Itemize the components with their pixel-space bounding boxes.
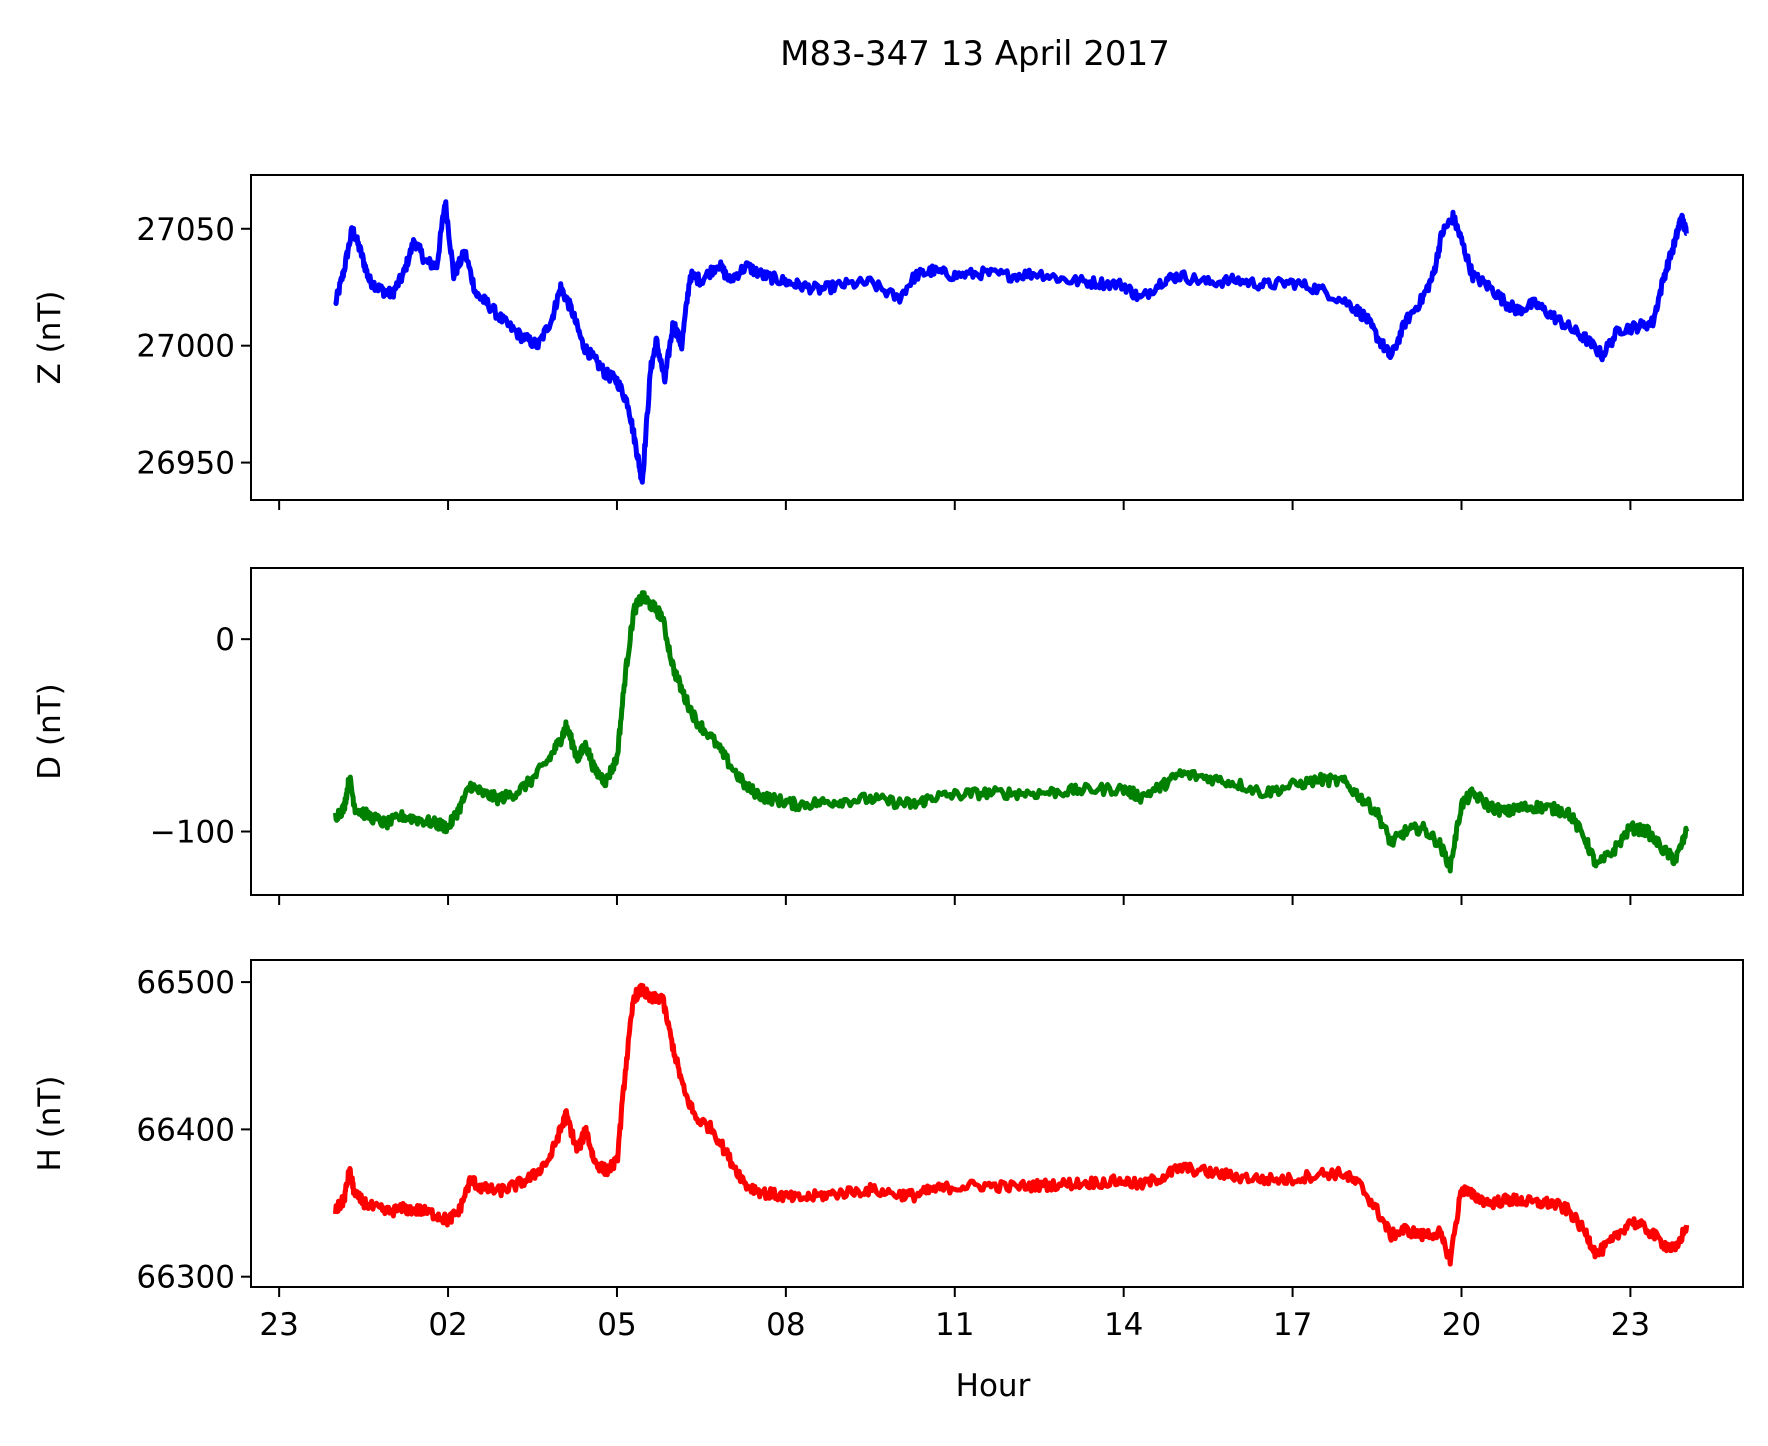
y-tick-label: 66300 — [136, 1260, 235, 1296]
panel-frame — [250, 174, 1744, 501]
x-tick-label: 11 — [935, 1307, 974, 1343]
panel-frame — [250, 959, 1744, 1288]
chart-title: M83-347 13 April 2017 — [780, 34, 1170, 74]
y-tick-label: 26950 — [136, 446, 235, 482]
y-tick-label: 66500 — [136, 965, 235, 1001]
x-tick-label: 17 — [1273, 1307, 1312, 1343]
panel-frame — [250, 567, 1744, 896]
y-axis-label: H (nT) — [32, 1076, 68, 1172]
panels-group: 26950 27000 27050 Z (nT) 0 −100 D (nT) 66300 664… — [32, 174, 1744, 1343]
series-line-z — [333, 199, 1689, 485]
y-tick-label: −100 — [150, 815, 235, 851]
x-tick-label: 23 — [1611, 1307, 1650, 1343]
x-tick-label: 05 — [597, 1307, 636, 1343]
y-tick-label: 27050 — [136, 212, 235, 248]
y-tick-label: 0 — [215, 622, 235, 658]
y-axis-label: Z (nT) — [32, 291, 68, 385]
x-tick-label: 14 — [1104, 1307, 1143, 1343]
series-line-d — [333, 590, 1690, 874]
y-tick-label: 27000 — [136, 329, 235, 365]
x-tick-label: 08 — [766, 1307, 805, 1343]
panel-d: 0 −100 D (nT) — [32, 567, 1744, 905]
x-axis-label: Hour — [956, 1368, 1031, 1404]
x-tick-label: 20 — [1442, 1307, 1481, 1343]
panel-h: 66300 66400 66500 H (nT) 23 02 05 08 11 14 17 20 23 — [32, 959, 1744, 1343]
panel-z: 26950 27000 27050 Z (nT) — [32, 174, 1744, 510]
x-tick-label: 23 — [259, 1307, 298, 1343]
series-line-h — [333, 982, 1690, 1267]
y-tick-label: 66400 — [136, 1112, 235, 1148]
y-axis-label: D (nT) — [32, 683, 68, 780]
x-tick-label: 02 — [428, 1307, 467, 1343]
